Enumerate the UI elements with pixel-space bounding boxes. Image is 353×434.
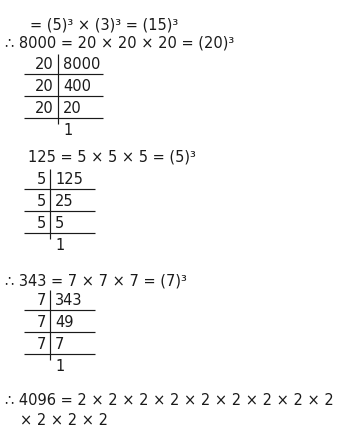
Text: 1: 1 [55, 358, 64, 373]
Text: 7: 7 [37, 314, 46, 329]
Text: = (5)³ × (3)³ = (15)³: = (5)³ × (3)³ = (15)³ [30, 17, 178, 32]
Text: 7: 7 [37, 293, 46, 307]
Text: 7: 7 [37, 336, 46, 351]
Text: 5: 5 [55, 216, 64, 230]
Text: 343: 343 [55, 293, 83, 307]
Text: 20: 20 [35, 79, 54, 94]
Text: 5: 5 [37, 216, 46, 230]
Text: × 2 × 2 × 2: × 2 × 2 × 2 [20, 412, 108, 427]
Text: 25: 25 [55, 194, 74, 208]
Text: 5: 5 [37, 194, 46, 208]
Text: 8000: 8000 [63, 57, 100, 72]
Text: 49: 49 [55, 314, 73, 329]
Text: ∴ 8000 = 20 × 20 × 20 = (20)³: ∴ 8000 = 20 × 20 × 20 = (20)³ [5, 35, 234, 50]
Text: 1: 1 [63, 123, 72, 138]
Text: 7: 7 [55, 336, 64, 351]
Text: 1: 1 [55, 237, 64, 253]
Text: ∴ 4096 = 2 × 2 × 2 × 2 × 2 × 2 × 2 × 2 × 2: ∴ 4096 = 2 × 2 × 2 × 2 × 2 × 2 × 2 × 2 ×… [5, 392, 334, 407]
Text: 20: 20 [35, 57, 54, 72]
Text: 20: 20 [63, 101, 82, 116]
Text: 20: 20 [35, 101, 54, 116]
Text: ∴ 343 = 7 × 7 × 7 = (7)³: ∴ 343 = 7 × 7 × 7 = (7)³ [5, 273, 187, 287]
Text: 125: 125 [55, 171, 83, 187]
Text: 5: 5 [37, 171, 46, 187]
Text: 125 = 5 × 5 × 5 = (5)³: 125 = 5 × 5 × 5 = (5)³ [28, 150, 196, 164]
Text: 400: 400 [63, 79, 91, 94]
